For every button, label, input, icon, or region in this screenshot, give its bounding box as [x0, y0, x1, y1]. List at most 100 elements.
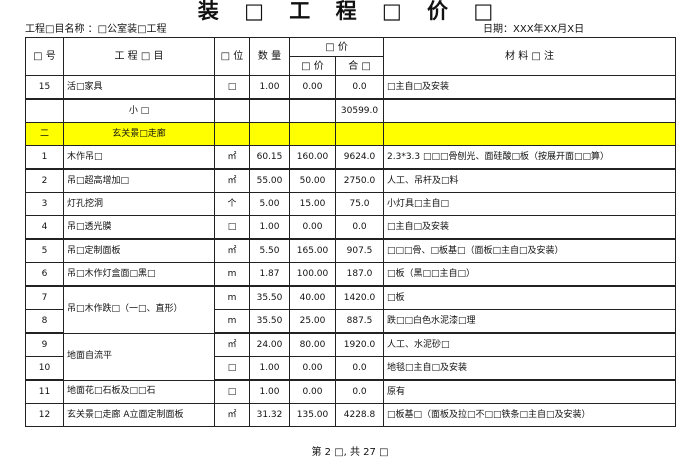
cell-no: 9 — [25, 332, 64, 357]
cell-price: 0.00 — [289, 75, 336, 100]
cell-remark: □□□骨、□板基□（面板□主自□及安装） — [383, 238, 676, 263]
empty-cell — [249, 122, 290, 146]
cell-item: 吊□定制面板 — [63, 238, 215, 263]
cell-qty: 24.00 — [249, 332, 290, 357]
cell-total: 0.0 — [334, 379, 385, 404]
cell-price: 15.00 — [289, 192, 336, 216]
cell-no: 7 — [25, 285, 64, 310]
cell-unit: □ — [214, 356, 250, 381]
subtotal-total: 30599.0 — [334, 98, 385, 123]
table-row: 8 m 35.50 25.00 887.5 跌□□白色水泥漆□理 — [25, 309, 676, 334]
cell-total: 0.0 — [334, 215, 385, 240]
cell-remark: 人工、水泥砂□ — [383, 332, 676, 357]
cell-item: 地面自流平 — [63, 332, 215, 381]
header-price-group: □ 价 — [288, 37, 385, 57]
header-unit-price: □ 价 — [289, 56, 336, 76]
page-footer: 第 2 □, 共 27 □ — [311, 447, 389, 458]
cell-item: 吊□超高增加□ — [63, 168, 215, 193]
cell-no: 6 — [25, 262, 64, 287]
cell-price: 40.00 — [289, 285, 336, 310]
cell-no: 3 — [25, 192, 64, 216]
table-row: 2 吊□超高增加□ ㎡ 55.00 50.00 2750.0 人工、吊杆及□料 — [25, 168, 676, 193]
cell-total: 887.5 — [334, 309, 385, 334]
cell-no: 11 — [25, 379, 64, 404]
empty-cell — [289, 98, 336, 123]
header-unit: □ 位 — [214, 37, 250, 76]
cell-price: 100.00 — [289, 262, 336, 287]
cell-no: 2 — [25, 168, 64, 193]
header-item: 工 程 □ 目 — [63, 37, 215, 76]
cell-price: 50.00 — [289, 168, 336, 193]
empty-cell — [25, 98, 64, 123]
cell-remark: □板（黑□□主自□） — [383, 262, 676, 287]
cell-qty: 1.00 — [249, 379, 290, 404]
cell-item: 木作吊□ — [63, 145, 215, 170]
cell-qty: 1.87 — [249, 262, 290, 287]
cell-no: 5 — [25, 238, 64, 263]
table-row: 10 □ 1.00 0.00 0.0 地毯□主自□及安装 — [25, 356, 676, 381]
cell-price: 0.00 — [289, 379, 336, 404]
cell-price: 165.00 — [289, 238, 336, 263]
empty-cell — [383, 122, 676, 146]
cell-qty: 5.00 — [249, 192, 290, 216]
item-rows: 1 木作吊□ ㎡ 60.15 160.00 9624.0 2.3*3.3 □□□骨刨光、面硅… — [25, 145, 676, 427]
header-row: □ 号 工 程 □ 目 □ 位 数 量 □ 价 材 料 □ 注 — [25, 37, 676, 76]
empty-cell — [249, 98, 290, 123]
cell-qty: 35.50 — [249, 309, 290, 334]
cell-item: 吊□透光膜 — [63, 215, 215, 240]
cell-item: 玄关景□走廊 A立面定制面板 — [63, 403, 215, 427]
cell-price: 80.00 — [289, 332, 336, 357]
section-row: 二 玄关景□走廊 — [25, 122, 676, 146]
cell-no: 10 — [25, 356, 64, 381]
cell-price: 0.00 — [289, 356, 336, 381]
cell-price: 0.00 — [289, 215, 336, 240]
cell-remark: 2.3*3.3 □□□骨刨光、面硅酸□板（按展开面□□算） — [383, 145, 676, 170]
cell-unit: m — [214, 309, 250, 334]
cell-no: 4 — [25, 215, 64, 240]
cell-qty: 1.00 — [249, 215, 290, 240]
cell-unit: □ — [214, 379, 250, 404]
cell-item: 地面花□石板及□□石 — [63, 379, 215, 404]
cell-total: 907.5 — [334, 238, 385, 263]
header-qty: 数 量 — [249, 37, 290, 76]
cell-qty: 31.32 — [249, 403, 290, 427]
cell-item: 活□家具 — [63, 75, 215, 100]
cell-item: 吊□木作灯盒面□黑□ — [63, 262, 215, 287]
cell-remark: □板 — [383, 285, 676, 310]
quote-table: □ 号 工 程 □ 目 □ 位 数 量 □ 价 材 料 □ 注 □ 价 合 □ … — [25, 37, 676, 427]
cell-price: 25.00 — [289, 309, 336, 334]
document-title: 装 □ 工 程 □ 价 □ — [197, 0, 503, 23]
cell-total: 4228.8 — [334, 403, 385, 427]
cell-unit: □ — [214, 215, 250, 240]
cell-item: 灯孔挖洞 — [63, 192, 215, 216]
cell-remark: 跌□□白色水泥漆□理 — [383, 309, 676, 334]
cell-remark: □板基□（面板及拉□不□□铁条□主自□及安装） — [383, 403, 676, 427]
cell-total: 0.0 — [334, 75, 385, 100]
empty-cell — [383, 98, 676, 123]
cell-total: 1920.0 — [334, 332, 385, 357]
cell-unit: m — [214, 285, 250, 310]
date: 日期：XXX年XX月X日 — [483, 24, 585, 35]
header-remark: 材 料 □ 注 — [383, 37, 676, 76]
cell-qty: 35.50 — [249, 285, 290, 310]
table-row: 15 活□家具 □ 1.00 0.00 0.0 □主自□及安装 — [25, 75, 676, 100]
table-row: 1 木作吊□ ㎡ 60.15 160.00 9624.0 2.3*3.3 □□□骨刨光、面硅… — [25, 145, 676, 170]
table-row: 4 吊□透光膜 □ 1.00 0.00 0.0 □主自□及安装 — [25, 215, 676, 240]
table-row: 11 地面花□石板及□□石 □ 1.00 0.00 0.0 原有 — [25, 379, 676, 404]
section-name: 玄关景□走廊 — [63, 122, 215, 146]
cell-remark: 小灯具□主自□ — [383, 192, 676, 216]
cell-total: 75.0 — [334, 192, 385, 216]
cell-no: 15 — [25, 75, 64, 100]
cell-unit: □ — [214, 75, 250, 100]
cell-qty: 1.00 — [249, 356, 290, 381]
cell-remark: □主自□及安装 — [383, 75, 676, 100]
cell-unit: m — [214, 262, 250, 287]
header-total: 合 □ — [334, 56, 385, 76]
table-row: 6 吊□木作灯盒面□黑□ m 1.87 100.00 187.0 □板（黑□□主自□） — [25, 262, 676, 287]
table-row: 7 吊□木作跌□（一□、直形） m 35.50 40.00 1420.0 □板 — [25, 285, 676, 334]
cell-unit: ㎡ — [214, 332, 250, 357]
cell-unit: ㎡ — [214, 403, 250, 427]
